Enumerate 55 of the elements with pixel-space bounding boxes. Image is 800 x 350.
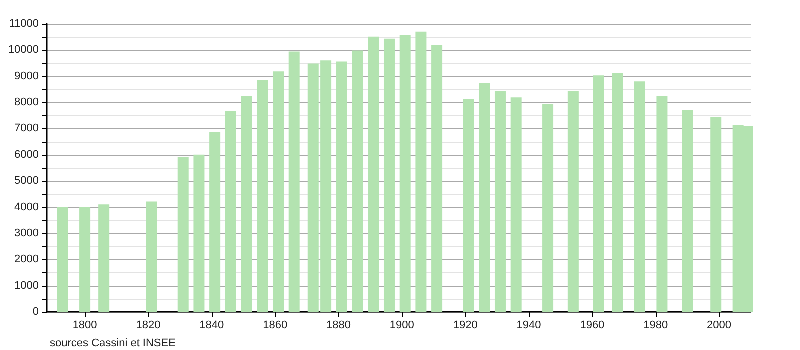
x-tick-label: 1920 <box>453 320 478 332</box>
bar <box>241 96 252 312</box>
bar <box>416 32 427 312</box>
y-tick-label: 9000 <box>14 70 39 82</box>
bar <box>494 92 506 312</box>
x-tick-label: 1900 <box>390 320 414 332</box>
bar <box>194 154 205 312</box>
y-tick-label: 4000 <box>14 201 39 214</box>
y-tick-label: 6000 <box>14 148 39 161</box>
bar <box>656 96 668 312</box>
bar <box>210 132 221 312</box>
x-tick-label: 1800 <box>72 320 98 332</box>
bar <box>568 92 579 312</box>
bar <box>479 83 490 312</box>
y-tick-label: 3000 <box>14 227 39 240</box>
bar <box>400 34 411 312</box>
y-tick-label: 11000 <box>9 18 39 30</box>
bar <box>510 98 522 312</box>
y-tick-label: 7000 <box>14 122 39 135</box>
y-tick-label: 5000 <box>14 175 39 188</box>
y-tick-label: 0 <box>32 306 39 318</box>
bar <box>80 208 91 312</box>
bar <box>368 36 380 312</box>
bar <box>178 157 189 312</box>
bar <box>146 202 158 312</box>
bar <box>463 99 474 312</box>
bar <box>542 104 554 312</box>
bar <box>352 50 364 312</box>
x-tick-label: 1980 <box>644 320 668 332</box>
bar <box>225 111 236 312</box>
bar <box>593 76 604 312</box>
y-tick-label: 8000 <box>14 96 39 109</box>
y-tick-label: 1000 <box>14 280 39 292</box>
bar <box>257 80 268 312</box>
x-tick-label: 1820 <box>136 320 161 332</box>
bar <box>288 52 300 312</box>
bar <box>384 38 395 312</box>
bar <box>57 208 68 312</box>
x-tick-label: 1960 <box>580 320 605 332</box>
bar <box>710 117 722 312</box>
bar <box>682 110 694 312</box>
x-tick-label: 2000 <box>707 320 732 332</box>
x-tick-label: 1880 <box>326 320 351 332</box>
bar <box>612 73 624 312</box>
bar <box>272 72 284 312</box>
bar <box>98 204 110 312</box>
y-tick-label: 10000 <box>8 44 39 56</box>
x-tick-label: 1840 <box>200 320 224 332</box>
source-note: sources Cassini et INSEE <box>50 338 176 350</box>
bar <box>634 82 646 312</box>
x-tick-label: 1940 <box>516 320 542 332</box>
y-tick-label: 2000 <box>14 254 39 266</box>
x-tick-label: 1860 <box>263 320 288 332</box>
bar <box>336 62 348 312</box>
bar <box>432 44 443 312</box>
